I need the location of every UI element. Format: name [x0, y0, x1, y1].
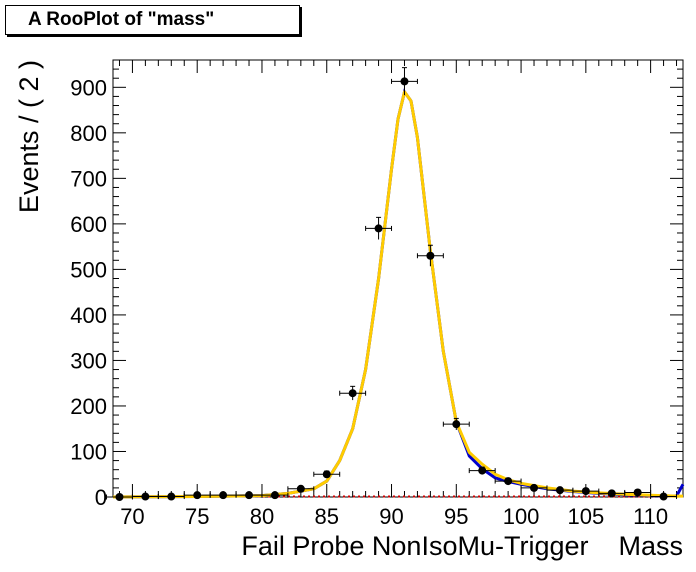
x-tick-label: 80 — [250, 504, 274, 529]
data-marker — [141, 492, 150, 501]
x-tick-label: 70 — [120, 504, 144, 529]
data-point — [313, 470, 341, 479]
y-tick-label: 200 — [70, 394, 107, 419]
data-marker — [322, 470, 331, 479]
y-tick-label: 800 — [70, 121, 107, 146]
data-point — [261, 491, 289, 500]
data-marker — [426, 251, 435, 260]
data-point — [650, 492, 678, 501]
data-marker — [607, 489, 616, 498]
data-point — [468, 466, 496, 475]
data-marker — [374, 224, 383, 233]
data-point — [442, 417, 470, 430]
data-marker — [530, 483, 539, 492]
data-marker — [348, 389, 357, 398]
data-marker — [478, 466, 487, 475]
data-point — [391, 67, 418, 96]
x-tick-label: 75 — [185, 504, 209, 529]
y-tick-label: 500 — [70, 257, 107, 282]
data-marker — [296, 484, 305, 493]
y-tick-label: 100 — [70, 439, 107, 464]
x-axis-title: Fail Probe NonIsoMu-Trigger Mass — [241, 531, 683, 561]
data-point — [157, 492, 185, 501]
y-axis: 0 100 200 300 400 500 600 700 800 900 — [70, 59, 683, 510]
data-point — [416, 244, 444, 267]
chart-title-box: A RooPlot of "mass" — [5, 5, 300, 35]
data-point — [365, 216, 393, 240]
y-tick-label: 300 — [70, 348, 107, 373]
data-point — [287, 484, 315, 493]
fit-curves — [112, 88, 685, 499]
data-points — [106, 67, 678, 501]
data-point — [106, 493, 133, 501]
data-marker — [659, 492, 668, 501]
data-marker — [245, 491, 254, 500]
data-point — [520, 483, 548, 492]
data-point — [494, 477, 522, 486]
data-marker — [400, 77, 409, 86]
data-point — [131, 492, 159, 501]
chart-title: A RooPlot of "mass" — [28, 9, 215, 30]
signal-fit-curve — [112, 88, 685, 499]
x-tick-label: 110 — [633, 504, 668, 529]
data-point — [598, 489, 626, 498]
data-point — [235, 491, 263, 500]
data-marker — [193, 491, 202, 500]
y-tick-label: 0 — [95, 485, 107, 510]
y-tick-label: 400 — [70, 303, 107, 328]
data-marker — [270, 491, 279, 500]
data-marker — [504, 477, 513, 486]
x-tick-label: 105 — [567, 504, 604, 529]
data-marker — [115, 493, 124, 501]
x-axis: 70 75 80 85 90 95 100 105 110 — [118, 60, 678, 529]
y-tick-label: 700 — [70, 166, 107, 191]
x-tick-label: 100 — [503, 504, 540, 529]
data-point — [339, 385, 367, 401]
data-point — [546, 486, 574, 495]
y-axis-title: Events / ( 2 ) — [14, 60, 44, 213]
y-tick-label: 900 — [70, 75, 107, 100]
total-fit-curve — [112, 90, 683, 499]
data-marker — [633, 488, 642, 497]
data-point — [209, 491, 237, 500]
data-marker — [219, 491, 228, 500]
data-marker — [167, 492, 176, 501]
data-marker — [581, 487, 590, 496]
x-tick-label: 85 — [315, 504, 339, 529]
y-tick-label: 600 — [70, 212, 107, 237]
x-tick-label: 90 — [379, 504, 403, 529]
x-tick-label: 95 — [444, 504, 468, 529]
data-marker — [555, 486, 564, 495]
data-point — [624, 488, 652, 497]
data-marker — [452, 420, 461, 429]
